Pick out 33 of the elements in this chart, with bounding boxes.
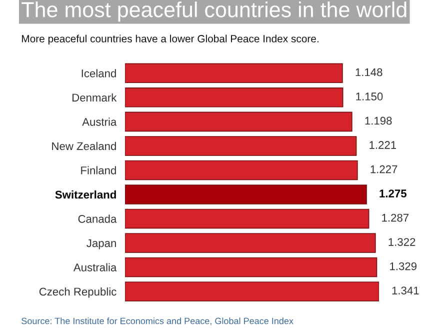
bar [125,184,367,204]
data-label: 1.287 [382,214,409,222]
data-label: 1.198 [365,116,392,125]
data-label: 1.148 [356,68,382,76]
bar [125,257,378,278]
bar [125,88,344,108]
data-label: 1.227 [370,165,398,174]
bar [125,136,357,156]
bar [125,160,358,180]
bar [125,233,376,253]
data-label: 1.275 [380,190,406,198]
data-label: 1.341 [392,286,419,294]
chart-subtitle: More peaceful countries have a lower Global Peace Index score. [22,34,318,44]
y-tick-label: Denmark [72,93,117,102]
y-tick-label: New Zealand [52,142,116,150]
data-label: 1.329 [390,262,417,270]
chart-title: The most peaceful countries in the world [22,2,406,22]
data-label: 1.322 [388,238,416,246]
bar [125,112,352,132]
y-tick-label: Australia [73,263,117,272]
data-label: 1.221 [370,141,396,149]
y-tick-label: Canada [78,214,117,223]
y-tick-label: Austria [82,118,117,126]
bar [125,63,343,84]
bar [125,282,379,302]
source-note: Source: The Institute for Economics and Peace, Global Peace Index [22,318,294,326]
y-tick-label: Switzerland [55,190,116,199]
y-tick-label: Czech Republic [39,287,116,298]
bar [125,208,370,229]
y-tick-label: Japan [86,239,116,250]
y-tick-label: Iceland [82,69,116,78]
y-tick-label: Finland [81,166,116,174]
data-label: 1.150 [356,92,383,100]
